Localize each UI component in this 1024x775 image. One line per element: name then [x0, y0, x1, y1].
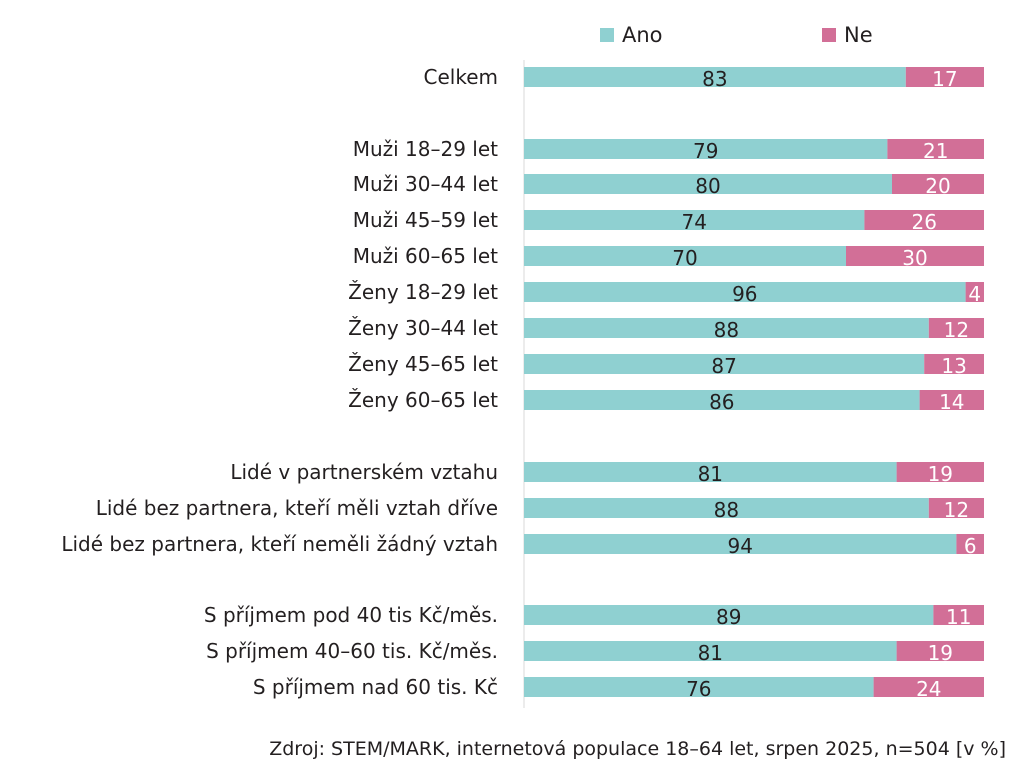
category-label: S příjmem 40–60 tis. Kč/měs. — [206, 639, 498, 663]
data-label-ano: 76 — [686, 677, 711, 701]
data-label-ne: 19 — [928, 462, 953, 486]
bar-segment-ne — [896, 462, 984, 482]
bar-segment-ne — [887, 139, 984, 159]
bar-segment-ne — [846, 246, 984, 266]
bar-segment-ano — [524, 282, 966, 302]
category-label: Celkem — [424, 65, 498, 89]
data-label-ano: 96 — [732, 282, 757, 306]
data-label-ano: 81 — [698, 641, 723, 665]
bar-row: Muži 45–59 let 74 26 — [353, 208, 984, 234]
bar-segment-ano — [524, 605, 934, 625]
bar-segment-ne — [965, 282, 984, 302]
data-label-ano: 80 — [695, 174, 720, 198]
bar-segment-ano — [524, 462, 897, 482]
category-label: Ženy 60–65 let — [348, 388, 498, 412]
category-label: Muži 18–29 let — [353, 137, 498, 161]
bar-row: S příjmem 40–60 tis. Kč/měs. 81 19 — [206, 639, 984, 665]
data-label-ano: 70 — [672, 246, 697, 270]
data-label-ne: 17 — [932, 67, 957, 91]
category-label: Lidé v partnerském vztahu — [230, 460, 498, 484]
category-label: Lidé bez partnera, kteří měli vztah dřív… — [96, 496, 498, 520]
bar-segment-ne — [896, 641, 984, 661]
bar-segment-ano — [524, 641, 897, 661]
bar-segment-ne — [919, 390, 984, 410]
bar-segment-ne — [928, 318, 984, 338]
legend-swatch-ano — [600, 28, 614, 42]
bar-row: S příjmem pod 40 tis Kč/měs. 89 11 — [204, 603, 984, 629]
bar-segment-ano — [524, 139, 888, 159]
bar-segment-ano — [524, 318, 929, 338]
data-label-ano: 74 — [681, 210, 706, 234]
category-label: Muži 60–65 let — [353, 244, 498, 268]
legend-label-ano: Ano — [622, 23, 663, 47]
data-label-ano: 88 — [714, 318, 739, 342]
data-label-ne: 26 — [911, 210, 936, 234]
category-label: Ženy 45–65 let — [348, 352, 498, 376]
category-label: S příjmem pod 40 tis Kč/měs. — [204, 603, 498, 627]
bar-segment-ano — [524, 354, 925, 374]
bar-segment-ne — [873, 677, 984, 697]
bar-segment-ne — [956, 534, 984, 554]
bar-row: Celkem 83 17 — [424, 65, 984, 91]
category-label: Lidé bez partnera, kteří neměli žádný vz… — [61, 532, 498, 556]
data-label-ne: 19 — [928, 641, 953, 665]
bar-segment-ne — [905, 67, 984, 87]
bar-row: Lidé bez partnera, kteří měli vztah dřív… — [96, 496, 984, 522]
bar-segment-ano — [524, 677, 874, 697]
legend-label-ne: Ne — [844, 23, 873, 47]
bar-row: Ženy 60–65 let 86 14 — [348, 388, 984, 414]
data-label-ne: 30 — [902, 246, 927, 270]
category-label: S příjmem nad 60 tis. Kč — [253, 675, 498, 699]
bar-segment-ne — [864, 210, 984, 230]
bar-row: Lidé bez partnera, kteří neměli žádný vz… — [61, 532, 984, 558]
data-label-ne: 13 — [941, 354, 966, 378]
bar-row: Muži 60–65 let 70 30 — [353, 244, 984, 270]
category-label: Ženy 18–29 let — [348, 280, 498, 304]
bar-segment-ne — [892, 174, 984, 194]
data-label-ano: 81 — [698, 462, 723, 486]
data-label-ne: 12 — [944, 498, 969, 522]
data-label-ano: 88 — [714, 498, 739, 522]
data-label-ano: 87 — [711, 354, 736, 378]
legend-item-ne: Ne — [822, 22, 873, 48]
legend-swatch-ne — [822, 28, 836, 42]
bar-segment-ne — [933, 605, 984, 625]
data-label-ano: 86 — [709, 390, 734, 414]
bar-row: Ženy 45–65 let 87 13 — [348, 352, 984, 378]
bar-row: Ženy 18–29 let 96 4 — [348, 280, 984, 306]
bar-row: S příjmem nad 60 tis. Kč 76 24 — [253, 675, 984, 701]
bar-row: Lidé v partnerském vztahu 81 19 — [230, 460, 984, 486]
category-label: Muži 30–44 let — [353, 172, 498, 196]
category-label: Ženy 30–44 let — [348, 316, 498, 340]
data-label-ne: 14 — [939, 390, 964, 414]
data-label-ne: 6 — [964, 534, 977, 558]
data-label-ne: 20 — [925, 174, 950, 198]
data-label-ne: 12 — [944, 318, 969, 342]
bar-row: Ženy 30–44 let 88 12 — [348, 316, 984, 342]
data-label-ne: 21 — [923, 139, 948, 163]
category-label: Muži 45–59 let — [353, 208, 498, 232]
bar-segment-ne — [928, 498, 984, 518]
data-label-ano: 83 — [702, 67, 727, 91]
bar-segment-ano — [524, 210, 865, 230]
data-label-ano: 94 — [727, 534, 752, 558]
bar-segment-ano — [524, 534, 957, 554]
bar-segment-ano — [524, 498, 929, 518]
data-label-ne: 4 — [968, 282, 981, 306]
data-label-ano: 79 — [693, 139, 718, 163]
data-label-ne: 11 — [946, 605, 971, 629]
bar-row: Muži 18–29 let 79 21 — [353, 137, 984, 163]
bar-segment-ano — [524, 67, 906, 87]
legend-item-ano: Ano — [600, 22, 663, 48]
bar-segment-ano — [524, 390, 920, 410]
data-label-ano: 89 — [716, 605, 741, 629]
bar-segment-ano — [524, 174, 892, 194]
source-note: Zdroj: STEM/MARK, internetová populace 1… — [269, 738, 1006, 760]
bar-segment-ne — [924, 354, 984, 374]
bar-row: Muži 30–44 let 80 20 — [353, 172, 984, 198]
data-label-ne: 24 — [916, 677, 941, 701]
bar-segment-ano — [524, 246, 846, 266]
